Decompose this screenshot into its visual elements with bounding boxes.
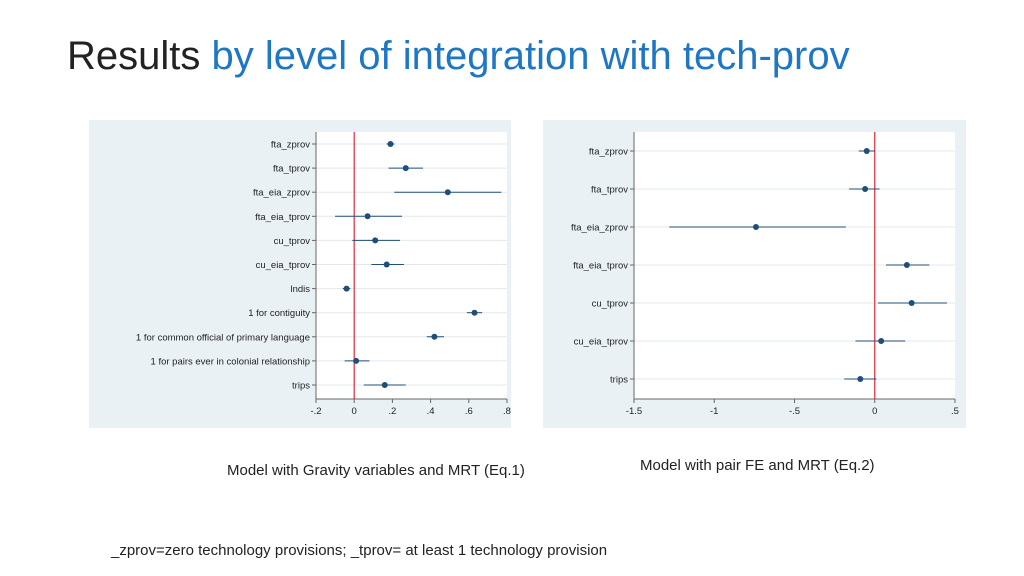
gravity-plot-area [316, 132, 507, 399]
pair-fe-point [752, 224, 759, 230]
chart-panel-pair-fe: fta_zprov fta_tprov fta_eia_zprov fta_eia_t… [543, 120, 966, 428]
pair-fe-point [903, 262, 910, 268]
gravity-point [372, 237, 379, 244]
gravity-category-label: cu_tprov [274, 236, 311, 247]
gravity-point [471, 309, 478, 316]
gravity-category-label: trips [292, 381, 310, 392]
gravity-point [381, 382, 388, 388]
chart-panel-gravity: fta_zprov fta_tprov fta_eia_zprov fta_eia_t… [89, 120, 511, 428]
gravity-x-tick-label: .6 [465, 406, 473, 417]
gravity-category-label: 1 for common official of primary languag… [136, 332, 310, 343]
pair-fe-x-tick-label: -1 [710, 406, 718, 417]
gravity-category-label: cu_eia_tprov [256, 260, 311, 271]
pair-fe-point [878, 338, 885, 344]
gravity-point [364, 213, 371, 220]
gravity-point [444, 189, 451, 196]
pair-fe-category-label: fta_eia_zprov [571, 223, 628, 234]
pair-fe-point [862, 186, 869, 192]
gravity-category-label: 1 for pairs ever in colonial relationshi… [151, 356, 310, 367]
pair-fe-category-label: fta_eia_tprov [573, 261, 628, 272]
gravity-point [387, 141, 394, 147]
gravity-point [343, 285, 350, 292]
pair-fe-category-label: trips [610, 375, 628, 386]
gravity-point [431, 333, 438, 340]
gravity-x-tick-label: .2 [388, 406, 396, 417]
slide-title: Results by level of integration with tec… [67, 30, 850, 82]
slide-title-accent: by level of integration with tech-prov [211, 34, 850, 78]
gravity-point [383, 261, 390, 268]
gravity-x-tick-label: -.2 [310, 406, 321, 417]
pair-fe-category-label: cu_eia_tprov [574, 337, 629, 348]
gravity-category-label: lndis [290, 284, 310, 295]
gravity-category-label: fta_eia_zprov [253, 188, 310, 199]
gravity-category-label: fta_eia_tprov [255, 212, 310, 223]
pair-fe-x-tick-label: .5 [951, 406, 959, 417]
pair-fe-point [857, 376, 864, 382]
pair-fe-point [863, 148, 870, 154]
pair-fe-x-tick-label: -1.5 [626, 406, 642, 417]
gravity-point [402, 165, 409, 172]
slide-title-main: Results [67, 34, 201, 78]
pair-fe-x-tick-label: -.5 [789, 406, 800, 417]
coefficient-plot-gravity: fta_zprov fta_tprov fta_eia_zprov fta_eia_t… [136, 132, 511, 417]
gravity-category-label: fta_zprov [271, 140, 310, 151]
caption-pair-fe-model: Model with pair FE and MRT (Eq.2) [640, 457, 875, 474]
gravity-category-label: 1 for contiguity [248, 308, 310, 319]
pair-fe-x-tick-label: 0 [872, 406, 877, 417]
gravity-point [353, 357, 360, 364]
pair-fe-point [908, 300, 915, 306]
caption-gravity-model: Model with Gravity variables and MRT (Eq… [227, 462, 525, 479]
gravity-x-tick-label: .4 [427, 406, 435, 417]
pair-fe-category-label: cu_tprov [592, 299, 629, 310]
gravity-x-tick-label: .8 [503, 406, 511, 417]
gravity-x-tick-label: 0 [352, 406, 357, 417]
gravity-category-label: fta_tprov [273, 164, 310, 175]
coefficient-plot-pair-fe: fta_zprov fta_tprov fta_eia_zprov fta_eia_t… [571, 132, 959, 417]
pair-fe-category-label: fta_zprov [589, 147, 628, 158]
pair-fe-category-label: fta_tprov [591, 185, 628, 196]
footnote: _zprov=zero technology provisions; _tpro… [111, 542, 608, 559]
